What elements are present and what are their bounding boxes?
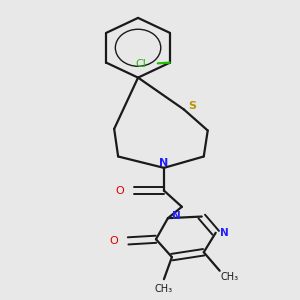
Text: O: O bbox=[116, 186, 124, 196]
Text: S: S bbox=[189, 100, 196, 110]
Text: N: N bbox=[220, 228, 229, 238]
Text: CH₃: CH₃ bbox=[155, 284, 173, 294]
Text: N: N bbox=[172, 211, 180, 220]
Text: O: O bbox=[110, 236, 118, 246]
Text: Cl: Cl bbox=[136, 59, 146, 69]
Text: N: N bbox=[159, 158, 169, 168]
Text: CH₃: CH₃ bbox=[220, 272, 239, 282]
